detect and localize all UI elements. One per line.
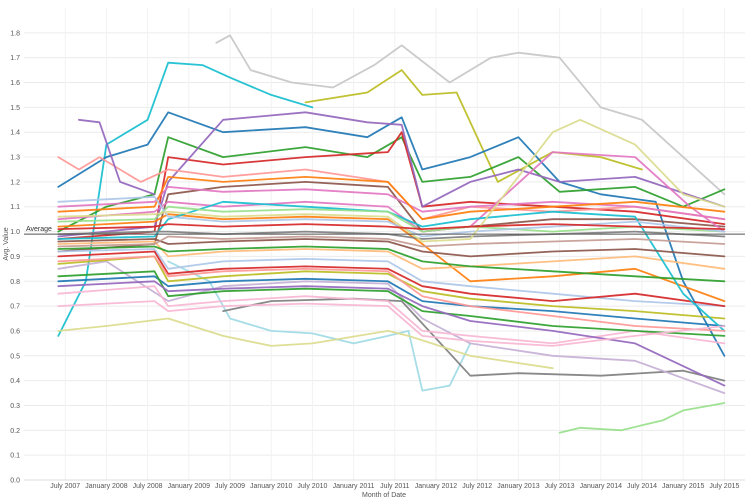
- series-line-4: [57, 136, 726, 233]
- y-tick-label: 1.0: [10, 229, 20, 236]
- series-line-37: [57, 223, 726, 231]
- y-tick-label: 0.9: [10, 254, 20, 261]
- series-line-32: [78, 118, 156, 196]
- y-tick-label: 0.7: [10, 304, 20, 311]
- series-line-30: [57, 255, 726, 332]
- y-tick-label: 0.8: [10, 279, 20, 286]
- x-tick-label: July 2009: [215, 483, 245, 490]
- y-tick-label: 0.6: [10, 328, 20, 335]
- x-tick-label: January 2010: [250, 483, 293, 490]
- x-tick-label: January 2014: [580, 483, 623, 490]
- reference-line-group: Average: [24, 226, 745, 235]
- y-tick-label: 0.1: [10, 453, 20, 460]
- series-line-5: [57, 131, 726, 240]
- x-tick-label: July 2010: [297, 483, 327, 490]
- y-tick-label: 1.1: [10, 204, 20, 211]
- y-tick-label: 1.4: [10, 130, 20, 137]
- y-tick-label: 1.6: [10, 80, 20, 87]
- x-tick-label: January 2015: [662, 483, 705, 490]
- series-line-16: [57, 248, 726, 308]
- series-line-19: [57, 275, 726, 327]
- series-line-17: [57, 240, 726, 270]
- y-tick-label: 0.5: [10, 353, 20, 360]
- series-layer: [57, 34, 726, 434]
- y-tick-label: 1.7: [10, 55, 20, 62]
- x-tick-label: July 2014: [627, 483, 657, 490]
- series-line-21: [57, 250, 726, 308]
- series-line-25: [57, 238, 726, 258]
- x-tick-label: January 2011: [333, 483, 375, 490]
- series-line-23: [57, 255, 726, 320]
- x-tick-label: July 2007: [50, 483, 80, 490]
- series-line-15: [57, 317, 554, 370]
- series-line-6: [57, 111, 726, 238]
- series-line-11: [558, 402, 726, 434]
- series-line-3: [57, 111, 726, 357]
- y-axis-ticks: 0.0 0.1 0.2 0.3 0.4 0.5 0.6 0.7 0.8 0.9 1.0 1.1 1.2 1…: [10, 30, 20, 484]
- series-line-27: [57, 175, 726, 221]
- x-tick-label: July 2012: [462, 483, 492, 490]
- series-line-13: [222, 297, 726, 382]
- y-tick-label: 0.2: [10, 428, 20, 435]
- x-tick-label: January 2008: [85, 483, 128, 490]
- series-line-36: [57, 245, 726, 283]
- series-line-14: [57, 260, 726, 395]
- x-tick-label: July 2013: [545, 483, 575, 490]
- series-line-22: [57, 280, 726, 387]
- series-line-26: [57, 185, 726, 221]
- series-line-18: [57, 285, 726, 345]
- y-tick-label: 1.3: [10, 155, 20, 162]
- x-tick-label: January 2013: [497, 483, 540, 490]
- y-tick-label: 1.8: [10, 30, 20, 37]
- x-tick-label: July 2008: [133, 483, 163, 490]
- series-line-2: [304, 69, 643, 183]
- series-line-35: [57, 300, 726, 347]
- y-tick-label: 0.0: [10, 478, 20, 485]
- y-tick-label: 1.5: [10, 105, 20, 112]
- series-line-34: [57, 118, 726, 243]
- series-line-29: [57, 235, 726, 248]
- y-tick-label: 1.2: [10, 179, 20, 186]
- y-tick-label: 0.4: [10, 378, 20, 385]
- average-reference-label: Average: [26, 226, 52, 233]
- x-axis-title: Month of Date: [362, 492, 406, 499]
- series-line-0: [215, 34, 726, 196]
- x-tick-label: July 2015: [709, 483, 739, 490]
- x-tick-label: July 2011: [380, 483, 410, 490]
- y-tick-label: 0.3: [10, 403, 20, 410]
- y-axis-title: Avg. Value: [3, 227, 10, 260]
- x-tick-label: January 2009: [168, 483, 211, 490]
- x-axis-ticks: July 2007 January 2008 July 2008 January 20…: [50, 483, 739, 490]
- series-line-24: [57, 200, 726, 332]
- x-tick-label: January 2012: [415, 483, 458, 490]
